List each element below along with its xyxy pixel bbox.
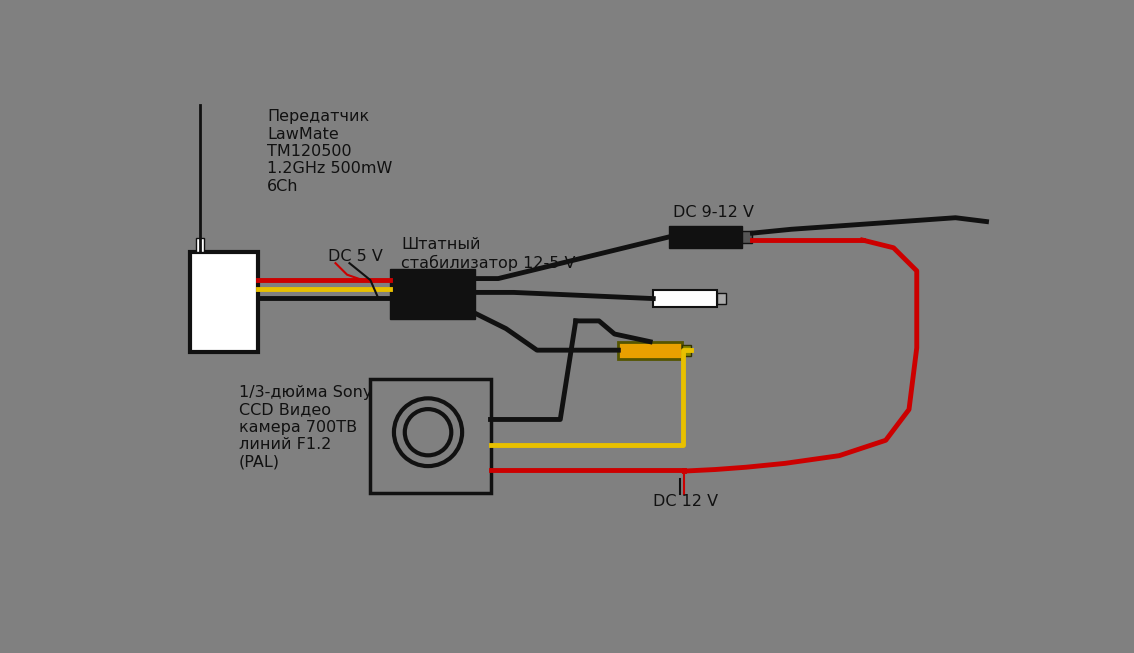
Text: DC 5 V: DC 5 V [328, 249, 382, 264]
Bar [743, 231, 753, 243]
Bar [390, 269, 475, 319]
Bar [196, 238, 204, 251]
Bar [618, 342, 682, 358]
Text: Штатный
стабилизатор 12-5 V: Штатный стабилизатор 12-5 V [401, 237, 576, 271]
Bar [717, 293, 726, 304]
Text: 1/3-дюйма Sony
CCD Видео
камера 700ТВ
линий F1.2
(PAL): 1/3-дюйма Sony CCD Видео камера 700ТВ ли… [238, 385, 372, 470]
Text: Передатчик
LawMate
TM120500
1.2GHz 500mW
6Ch: Передатчик LawMate TM120500 1.2GHz 500mW… [268, 109, 392, 194]
Bar [682, 345, 692, 356]
Circle shape [405, 409, 451, 455]
Bar [189, 251, 259, 352]
Text: DC 12 V: DC 12 V [653, 494, 718, 509]
Bar [669, 226, 743, 247]
Text: DC 9-12 V: DC 9-12 V [672, 205, 754, 220]
Circle shape [393, 398, 463, 466]
Bar [371, 379, 491, 492]
Bar [653, 290, 717, 307]
